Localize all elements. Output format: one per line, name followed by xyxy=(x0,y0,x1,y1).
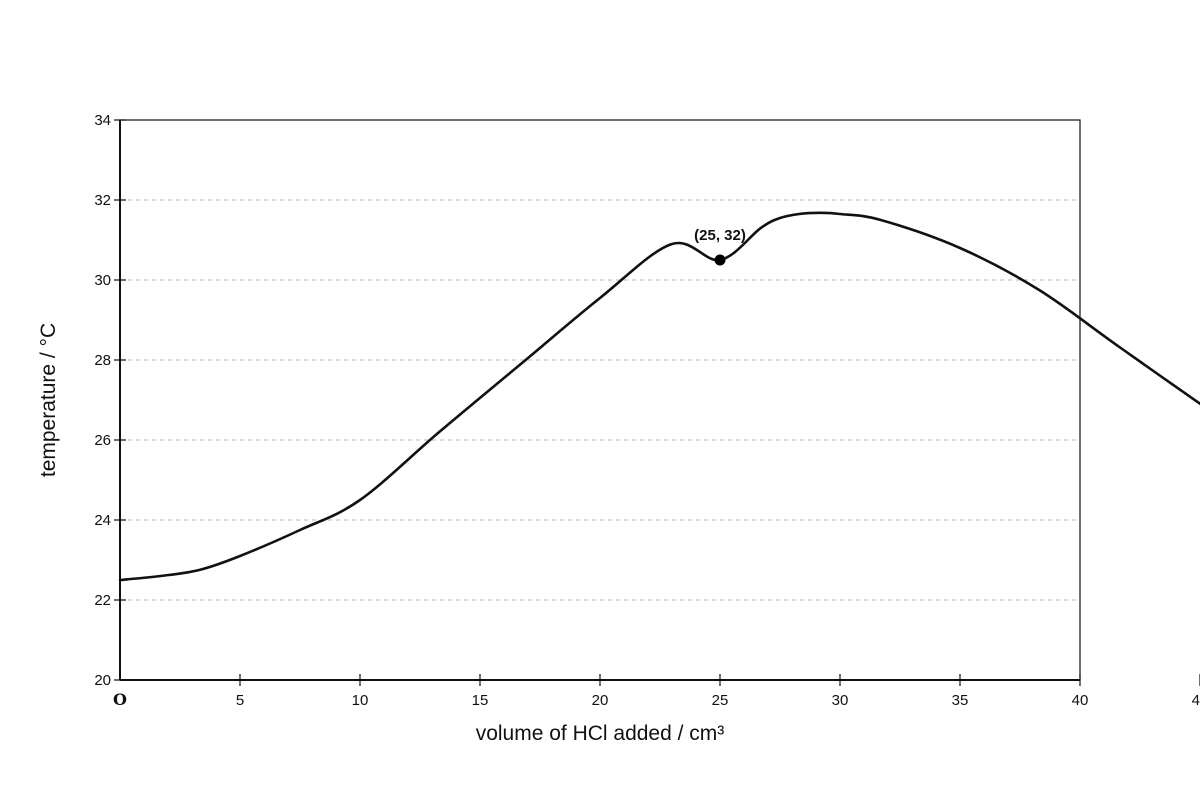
y-tick-label: 34 xyxy=(94,112,111,129)
y-tick-label: 20 xyxy=(94,672,111,689)
gridlines xyxy=(120,119,1080,601)
x-tick-label: 25 xyxy=(712,692,729,709)
x-tick-label: 10 xyxy=(352,692,369,709)
y-axis-label: temperature / °C xyxy=(37,323,60,477)
y-ticks: 20 22 24 26 28 30 32 34 xyxy=(94,112,126,689)
origin-label: O xyxy=(113,690,127,709)
x-tick-label: 45 xyxy=(1192,692,1200,709)
x-axis-label: volume of HCl added / cm³ xyxy=(476,722,725,745)
marker-point xyxy=(714,254,726,266)
y-tick-label: 30 xyxy=(94,272,111,289)
temperature-curve xyxy=(118,211,1200,582)
marker-label: (25, 32) xyxy=(694,227,746,244)
x-tick-label: 30 xyxy=(832,692,849,709)
x-tick-label: 5 xyxy=(236,692,244,709)
y-tick-label: 24 xyxy=(94,512,111,529)
x-tick-label: 40 xyxy=(1072,692,1089,709)
x-ticks: 5101520253035404550 xyxy=(236,674,1200,709)
x-tick-label: 35 xyxy=(952,692,969,709)
y-tick-label: 32 xyxy=(94,192,111,209)
x-tick-label: 20 xyxy=(592,692,609,709)
x-tick-label: 15 xyxy=(472,692,489,709)
plot-area xyxy=(119,119,1081,681)
y-tick-label: 22 xyxy=(94,592,111,609)
y-tick-label: 26 xyxy=(94,432,111,449)
y-tick-label: 28 xyxy=(94,352,111,369)
